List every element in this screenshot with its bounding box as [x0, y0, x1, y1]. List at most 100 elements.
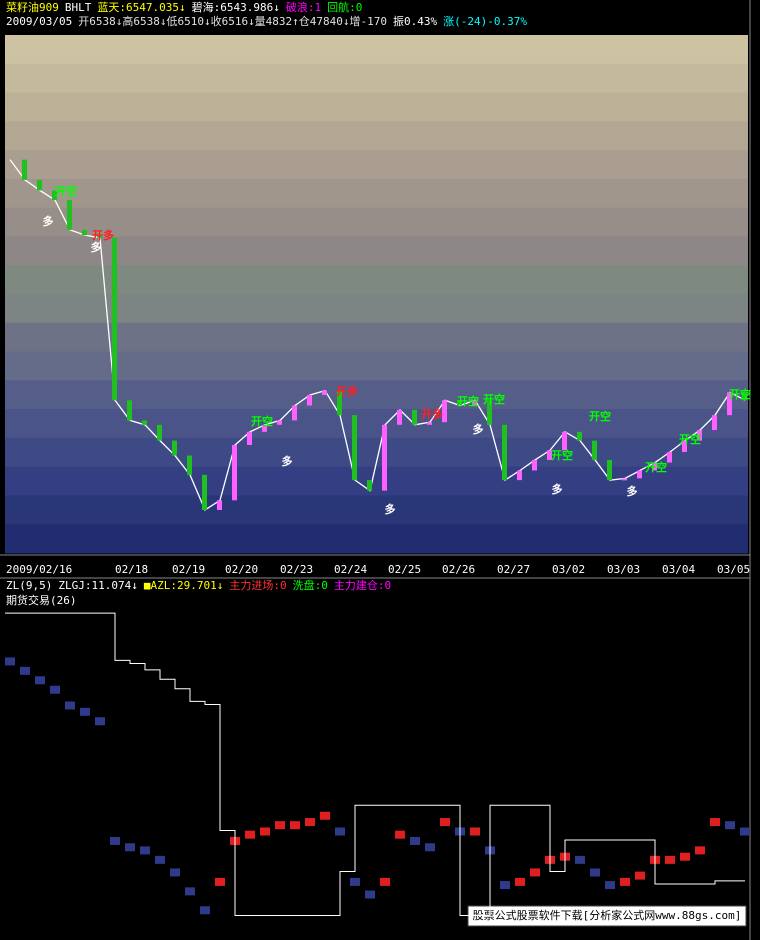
signal-label: 开空 [483, 392, 505, 406]
candle [67, 200, 72, 230]
candle [52, 190, 57, 201]
signal-label: 开多 [421, 407, 443, 421]
candle [232, 445, 237, 501]
date-label: 02/26 [442, 563, 475, 576]
band [5, 121, 748, 151]
candle [502, 424, 507, 481]
zl-bar [470, 827, 480, 836]
zl-bar [395, 830, 405, 839]
header-text: ZLGJ:11.074↓ [58, 579, 137, 592]
candle [352, 415, 357, 481]
signal-label: 开空 [457, 394, 479, 408]
header-text: 主力建仓:0 [334, 578, 391, 592]
candle [577, 431, 582, 441]
candle [682, 440, 687, 453]
date-label: 03/04 [662, 563, 695, 576]
candle [127, 400, 132, 421]
band [5, 495, 748, 525]
candle [172, 440, 177, 456]
zl-bar [500, 881, 510, 890]
header-text: 开6538↓高6538↓低6510↓收6516↓量4832↑仓47840↓增-1… [78, 14, 387, 28]
band [5, 150, 748, 180]
zl-bar [65, 701, 75, 710]
band [5, 207, 748, 237]
date-label: 02/23 [280, 563, 313, 576]
zl-bar [515, 877, 525, 886]
date-label: 02/18 [115, 563, 148, 576]
candle [217, 500, 222, 510]
band [5, 466, 748, 496]
candle [82, 229, 87, 236]
zl-bar [260, 827, 270, 836]
band [5, 409, 748, 439]
candle [712, 415, 717, 431]
zl-bar [635, 871, 645, 880]
signal-label: 开空 [729, 387, 751, 401]
zl-bar [530, 868, 540, 877]
candle [487, 400, 492, 425]
signal-label: 多 [552, 482, 563, 496]
zl-bar [80, 707, 90, 716]
zl-bar [290, 821, 300, 830]
zl-bar [335, 827, 345, 836]
signal-label: 多 [43, 214, 54, 228]
candle [637, 470, 642, 479]
header-text: ZL(9,5) [6, 579, 52, 592]
candle [97, 235, 102, 238]
candle [592, 440, 597, 460]
candle [322, 390, 327, 395]
zl-bar [140, 846, 150, 855]
date-label: 03/05 [717, 563, 750, 576]
zl-bar [35, 676, 45, 685]
signal-label: 开空 [589, 409, 611, 423]
band [5, 35, 748, 65]
candle [397, 409, 402, 425]
candle [142, 420, 147, 425]
candle [562, 431, 567, 451]
zl-bar [320, 811, 330, 820]
zl-bar [380, 877, 390, 886]
zl-bar [20, 666, 30, 675]
candle [22, 159, 27, 180]
zl-bar [425, 843, 435, 852]
date-label: 02/27 [497, 563, 530, 576]
zl-bar [680, 852, 690, 861]
signal-label: 开空 [551, 448, 573, 462]
candle [37, 179, 42, 191]
candle [442, 400, 447, 423]
candle [457, 400, 462, 406]
header-text: 2009/03/05 [6, 15, 72, 28]
candle [187, 455, 192, 475]
zl-bar [590, 868, 600, 877]
signal-label: 开多 [92, 228, 114, 242]
zl-bar [725, 821, 735, 830]
candle [472, 400, 477, 406]
header-text: 主力进场:0 [229, 578, 286, 592]
zl-bar [665, 855, 675, 864]
watermark: 股票公式股票软件下载[分析家公式网www.88gs.com] [473, 908, 742, 922]
candle [202, 474, 207, 510]
zl-bar [155, 855, 165, 864]
date-label: 2009/02/16 [6, 563, 72, 576]
band [5, 178, 748, 209]
candle [727, 392, 732, 416]
candle [247, 431, 252, 446]
zl-bar [305, 818, 315, 827]
signal-label: 开空 [679, 432, 701, 446]
zl-bar [200, 906, 210, 915]
zl-bar [185, 887, 195, 896]
zl-bar [50, 685, 60, 694]
signal-label: 多 [91, 240, 102, 254]
candle [547, 450, 552, 460]
band [5, 92, 748, 122]
date-label: 03/02 [552, 563, 585, 576]
candle [367, 480, 372, 491]
zl-bar [95, 717, 105, 726]
candle [667, 452, 672, 463]
candle [157, 424, 162, 441]
band [5, 63, 748, 94]
candle [307, 394, 312, 406]
panel-title: 期货交易(26) [6, 593, 77, 607]
signal-label: 多 [627, 484, 638, 498]
